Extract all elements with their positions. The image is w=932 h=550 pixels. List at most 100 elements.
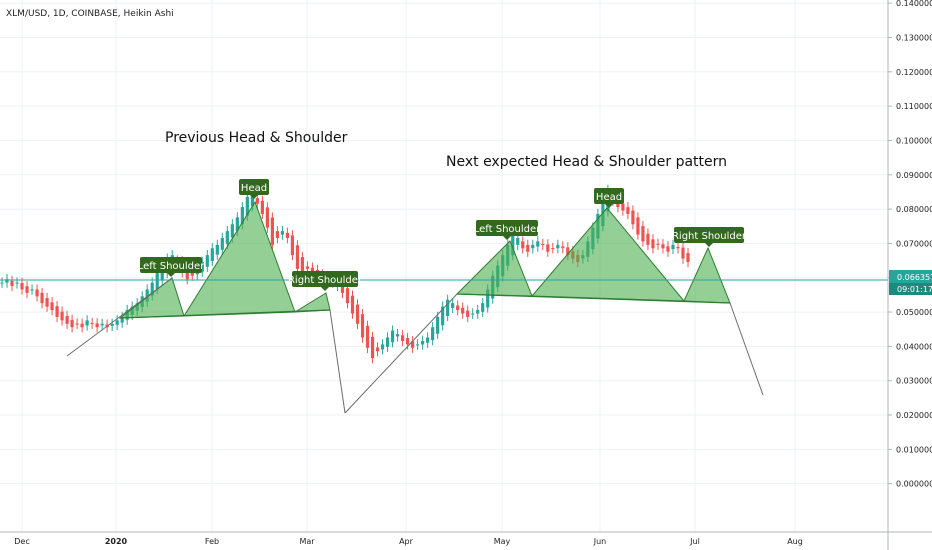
chart-title: XLM/USD, 1D, COINBASE, Heikin Ashi [6,9,174,19]
candle [661,239,665,254]
pattern-label-text: Right Shoulder [672,231,747,242]
pattern-label-text: Left Shoulder [138,261,205,272]
candle-body [601,196,605,227]
candle-body [676,246,680,249]
pattern-label-pointer [167,273,175,277]
pattern-label-bg [476,220,538,236]
pattern-label-pointer [705,243,713,247]
x-axis[interactable]: Dec 2020 Feb Mar Apr May Jun Jul Aug [0,531,932,546]
x-tick-label: Mar [299,537,315,546]
y-tick-label: 0.000000 [896,480,932,489]
candle-body [446,299,450,316]
candle-body [70,319,74,328]
candle-body [365,325,370,348]
candle-body [441,306,445,326]
candle [350,290,355,319]
candle-body [531,244,535,249]
candle-body [75,323,79,325]
next-pattern-title: Next expected Head & Shoulder pattern [446,154,727,170]
candle [35,284,39,302]
candle [15,277,19,289]
candle [561,241,565,254]
candle [40,287,44,309]
candle [45,292,49,312]
candle-body [60,311,64,321]
y-tick-label: 0.020000 [896,411,932,420]
candle-body [65,315,69,324]
candle [551,242,555,254]
pattern-label-pointer [503,236,511,240]
candle [681,242,685,264]
price-tag-countdown: 09:01:17 [897,285,932,294]
trend-lines-layer [66,277,764,414]
candle [671,239,675,255]
pattern-label-pointer [321,287,329,291]
candle-body [190,272,194,276]
x-tick-label: Jul [689,537,700,546]
trend-line [329,309,346,414]
candle-body [95,323,99,328]
candle-body [10,280,14,287]
candle [295,240,300,275]
candle [85,315,89,331]
price-tag-value: 0.066357 [897,273,932,282]
pattern-label-text: Left Shoulder [474,224,541,235]
neckline [119,309,331,319]
candle [210,243,214,267]
pattern-label-bg [674,227,744,243]
candle [436,311,440,339]
candle-body [0,282,4,284]
candle-body [15,282,19,284]
price-tag: 0.066357 09:01:17 [889,270,932,295]
candle [461,302,465,319]
candle [686,247,690,268]
candle [375,342,380,357]
candle-body [641,225,645,242]
candle-body [20,283,24,290]
candle-body [355,304,360,324]
candle [385,332,390,353]
trend-line [729,302,764,396]
candle-body [481,303,485,312]
candle [531,239,535,254]
candle [205,250,209,272]
candle-body [636,217,640,235]
pattern-label: Right Shoulder [672,227,747,247]
candle [220,232,224,255]
candle [536,236,540,252]
price-tag-countdown-bg [889,283,932,295]
candle [70,314,74,333]
candle-body [516,237,520,245]
candle-body [270,217,274,245]
candle-body [486,289,490,308]
candle [656,238,660,250]
candle [110,318,114,332]
pattern-label: Left Shoulder [474,220,541,240]
candle [360,309,365,343]
candle [546,239,550,257]
candle [456,300,460,316]
candle-body [310,267,315,273]
candle-body [280,231,285,235]
candle [50,297,54,316]
candle [225,225,229,250]
pattern-label: Head [594,188,624,208]
candle-body [25,286,29,293]
y-tick-label: 0.010000 [896,445,932,454]
candle-body [521,241,525,249]
pattern-triangle [455,240,533,297]
y-tick-label: 0.130000 [896,33,932,42]
candle [100,318,104,331]
pattern-labels: Left Shoulder Head Right Shoulder Left Shou… [138,179,747,291]
candle-body [426,337,430,343]
candle-body [205,255,209,267]
neckline [456,293,731,304]
candle-body [45,298,49,307]
patterns-layer [118,200,731,319]
candle-body [250,189,254,207]
candle-body [656,243,660,245]
candle-body [511,234,515,256]
candle [390,325,395,348]
